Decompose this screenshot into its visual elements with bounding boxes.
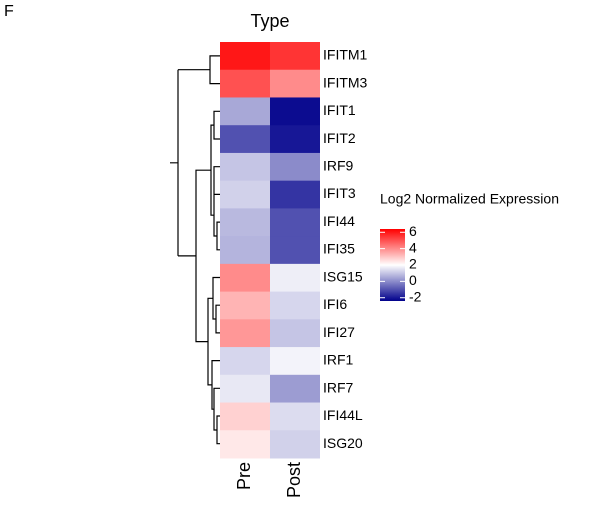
colorbar-tick-label: -2 <box>409 288 422 304</box>
row-label: IFITM1 <box>323 47 368 63</box>
heatmap-cell <box>270 402 320 431</box>
row-label: IFI6 <box>323 296 347 312</box>
heatmap-cell <box>270 430 320 459</box>
heatmap-cell <box>270 374 320 404</box>
heatmap-cell <box>220 152 270 182</box>
heatmap-cell <box>270 42 320 71</box>
colorbar-tick-label: 4 <box>409 239 417 255</box>
heatmap-cell <box>270 69 320 98</box>
heatmap-cell <box>220 402 270 431</box>
row-label: IFIT2 <box>323 130 356 146</box>
heatmap-cell <box>270 97 320 126</box>
heatmap-cell <box>270 319 320 348</box>
panel-label: F <box>4 3 14 20</box>
row-label: ISG15 <box>323 268 363 284</box>
row-label: IRF1 <box>323 352 354 368</box>
heatmap-cell <box>270 263 320 293</box>
heatmap-cell <box>270 291 320 320</box>
row-label: IFIT3 <box>323 185 356 201</box>
heatmap-cell <box>220 263 270 293</box>
colorbar-tick-label: 6 <box>409 223 417 239</box>
heatmap-cell <box>220 125 270 154</box>
heatmap-cell <box>220 236 270 265</box>
legend-title: Log2 Normalized Expression <box>380 191 559 207</box>
dendrogram <box>170 55 220 445</box>
heatmap-cell <box>270 347 320 376</box>
heatmap-cell <box>220 69 270 98</box>
row-label: IFI44 <box>323 213 355 229</box>
heatmap-cell <box>270 236 320 265</box>
heatmap-cell <box>220 347 270 376</box>
row-label: IFIT1 <box>323 102 356 118</box>
row-label: IFI44L <box>323 407 363 423</box>
heatmap-cell <box>270 180 320 209</box>
heatmap-cell <box>270 125 320 154</box>
heatmap-cell <box>220 180 270 209</box>
column-label: Pre <box>234 462 254 490</box>
heatmap-cell <box>220 208 270 237</box>
row-label: IRF9 <box>323 158 354 174</box>
heatmap-cell <box>270 208 320 237</box>
heatmap-cell <box>220 319 270 348</box>
row-label: IFI27 <box>323 324 355 340</box>
heatmap-cell <box>220 291 270 320</box>
heatmap-cell <box>220 374 270 404</box>
colorbar-tick-label: 0 <box>409 272 417 288</box>
chart-title: Type <box>250 11 289 31</box>
colorbar-tick-label: 2 <box>409 256 417 272</box>
heatmap-cell <box>220 430 270 459</box>
row-label: IFITM3 <box>323 74 368 90</box>
row-label: ISG20 <box>323 435 363 451</box>
row-label: IRF7 <box>323 379 354 395</box>
row-label: IFI35 <box>323 241 355 257</box>
heatmap-cell <box>220 42 270 71</box>
heatmap-cell <box>270 152 320 182</box>
heatmap-cell <box>220 97 270 126</box>
column-label: Post <box>284 462 304 498</box>
